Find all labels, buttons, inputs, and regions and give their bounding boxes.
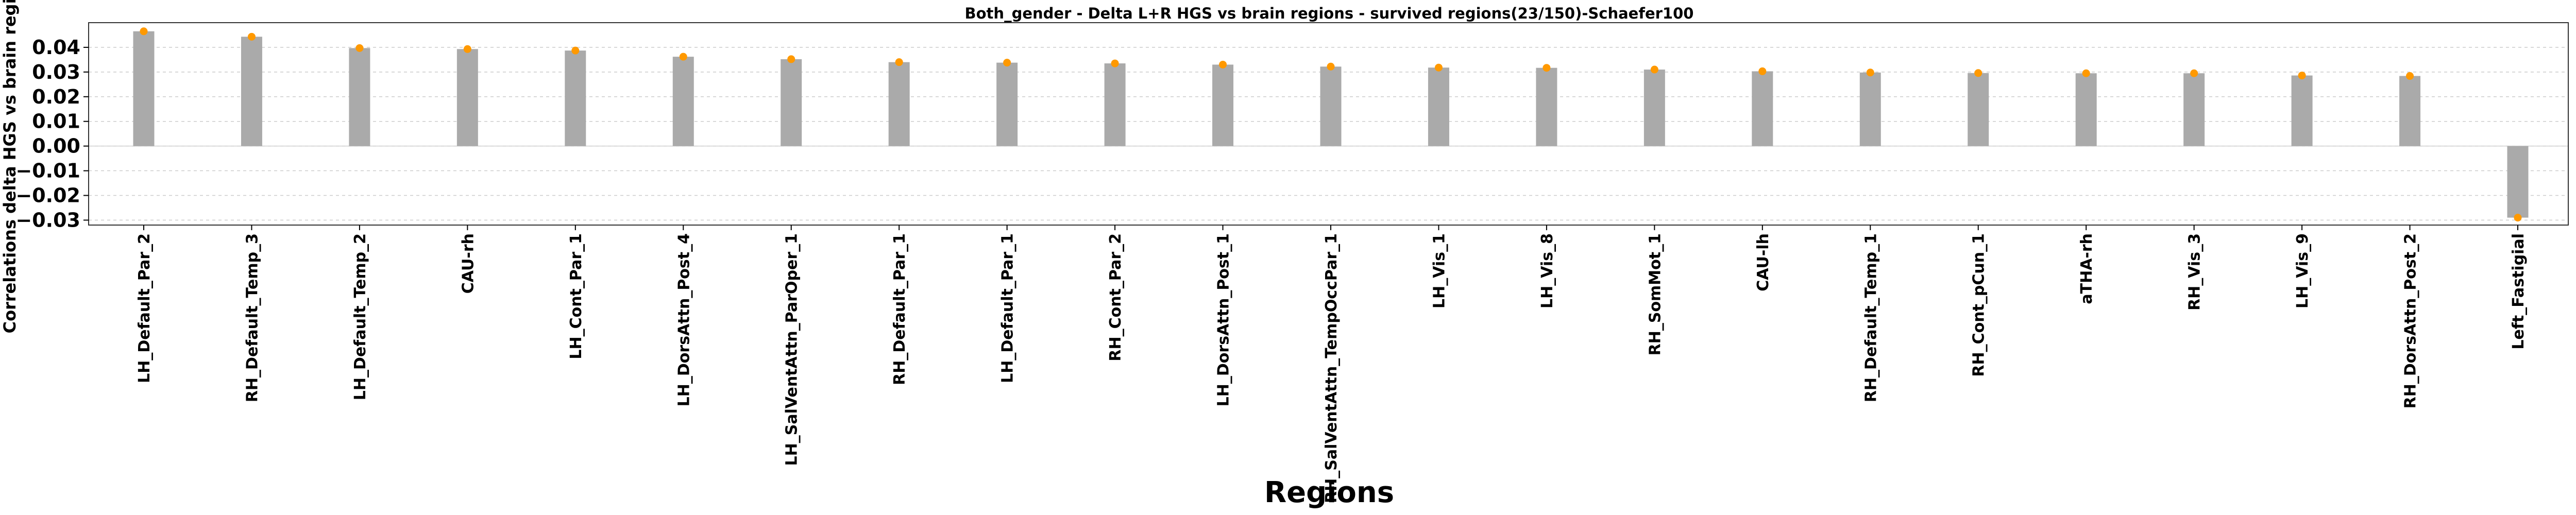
x-axis-ticks: LH_Default_Par_2 RH_Default_Temp_3 LH_Defa…	[135, 225, 2528, 503]
bar	[2507, 146, 2529, 218]
value-marker	[1111, 59, 1119, 67]
value-marker	[1003, 59, 1011, 67]
value-marker	[1866, 68, 1874, 77]
x-tick-label: RH_SalVentAttn_TempOccPar_1	[1323, 233, 1341, 503]
value-marker	[463, 45, 471, 53]
value-marker	[2298, 72, 2306, 80]
value-marker	[1974, 69, 1982, 77]
x-tick-label: LH_DorsAttn_Post_1	[1215, 233, 1233, 406]
y-tick-label: 0.01	[32, 110, 80, 133]
value-marker	[571, 46, 580, 55]
value-marker	[1219, 60, 1227, 68]
bar	[2183, 73, 2205, 146]
value-marker	[2514, 214, 2522, 222]
y-axis-ticks: 0.040.030.020.010.00−0.01−0.02−0.03	[15, 36, 89, 231]
bar	[1536, 67, 1557, 146]
bar	[1859, 72, 1881, 146]
value-marker	[2406, 72, 2414, 80]
bar	[1104, 63, 1126, 146]
x-tick-label: RH_Cont_Par_2	[1107, 233, 1125, 362]
x-tick-label: RH_Default_Par_1	[891, 233, 909, 385]
y-tick-label: 0.03	[32, 61, 80, 83]
value-marker	[1758, 67, 1767, 75]
x-tick-label: RH_Cont_pCun_1	[1970, 233, 1988, 377]
value-marker	[140, 27, 148, 36]
bar	[565, 50, 586, 146]
bar	[672, 57, 694, 146]
bars	[133, 31, 2529, 218]
bar	[1428, 67, 1449, 146]
x-tick-label: CAU-lh	[1754, 233, 1772, 291]
bar	[1968, 73, 1989, 146]
value-marker	[1434, 63, 1443, 72]
plot-area-frame	[88, 22, 2569, 226]
x-tick-label: LH_Vis_1	[1430, 233, 1448, 308]
bar	[1752, 71, 1773, 146]
value-marker	[1543, 64, 1551, 72]
x-tick-label: LH_Vis_9	[2294, 233, 2312, 308]
x-tick-label: RH_Vis_3	[2186, 233, 2204, 311]
y-tick-label: 0.00	[32, 135, 80, 158]
x-tick-label: LH_DorsAttn_Post_4	[675, 233, 693, 406]
bar	[2399, 76, 2421, 146]
x-tick-label: RH_DorsAttn_Post_2	[2402, 233, 2420, 408]
bar	[781, 59, 802, 146]
x-tick-label: LH_SalVentAttn_ParOper_1	[783, 233, 801, 466]
bar	[1212, 64, 1234, 146]
x-tick-label: RH_Default_Temp_3	[243, 233, 261, 402]
x-tick-label: CAU-rh	[459, 233, 477, 294]
value-marker	[1650, 65, 1658, 74]
x-tick-label: RH_SomMot_1	[1646, 233, 1664, 355]
y-axis-label: Correlations delta HGS vs brain regions	[0, 0, 20, 333]
y-tick-label: 0.04	[32, 36, 80, 59]
y-tick-label: 0.02	[32, 85, 80, 108]
bar	[241, 37, 262, 146]
bar	[133, 31, 155, 146]
value-marker	[2082, 69, 2090, 77]
y-tick-label: −0.02	[15, 184, 80, 207]
value-marker	[679, 53, 687, 61]
bar	[2291, 75, 2313, 146]
y-tick-label: −0.01	[15, 160, 80, 182]
x-tick-label: LH_Default_Par_2	[135, 233, 154, 383]
bar	[1643, 70, 1665, 146]
value-marker	[1327, 62, 1335, 71]
bar	[1320, 66, 1342, 146]
x-tick-label: aTHA-rh	[2078, 233, 2096, 304]
bar	[888, 62, 910, 146]
y-tick-label: −0.03	[15, 209, 80, 231]
chart-title: Both_gender - Delta L+R HGS vs brain reg…	[965, 5, 1694, 22]
value-markers	[140, 27, 2522, 222]
bar	[349, 48, 370, 146]
value-marker	[247, 32, 256, 41]
bar	[456, 49, 478, 146]
x-tick-label: LH_Default_Temp_2	[351, 233, 369, 400]
value-marker	[355, 44, 364, 52]
value-marker	[2190, 69, 2198, 77]
x-tick-label: LH_Cont_Par_1	[567, 233, 585, 359]
bar	[996, 62, 1018, 146]
x-tick-label: LH_Default_Par_1	[999, 233, 1017, 383]
x-tick-label: Left_Fastigial	[2510, 233, 2528, 350]
x-tick-label: RH_Default_Temp_1	[1862, 233, 1880, 402]
value-marker	[787, 55, 795, 63]
x-axis-label: Regions	[1264, 476, 1394, 509]
x-tick-label: LH_Vis_8	[1538, 233, 1556, 308]
value-marker	[895, 58, 903, 66]
bar	[2075, 73, 2097, 146]
